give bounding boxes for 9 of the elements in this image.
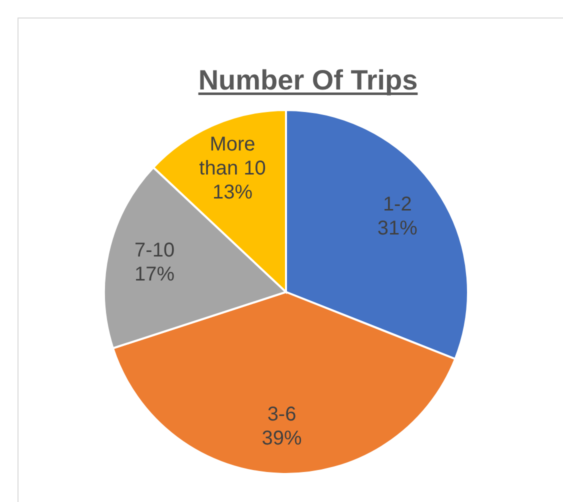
- slice-label: More than 10: [199, 133, 266, 180]
- slice-label: 1-2: [382, 193, 412, 216]
- chart-title: Number Of Trips: [198, 64, 418, 96]
- data-label: 31%: [377, 217, 418, 240]
- data-label: 13%: [212, 181, 253, 204]
- data-label: 17%: [134, 264, 175, 286]
- slice-label: 7-10: [134, 240, 175, 262]
- slice-label: 3-6: [267, 404, 296, 426]
- data-label: 39%: [262, 428, 302, 450]
